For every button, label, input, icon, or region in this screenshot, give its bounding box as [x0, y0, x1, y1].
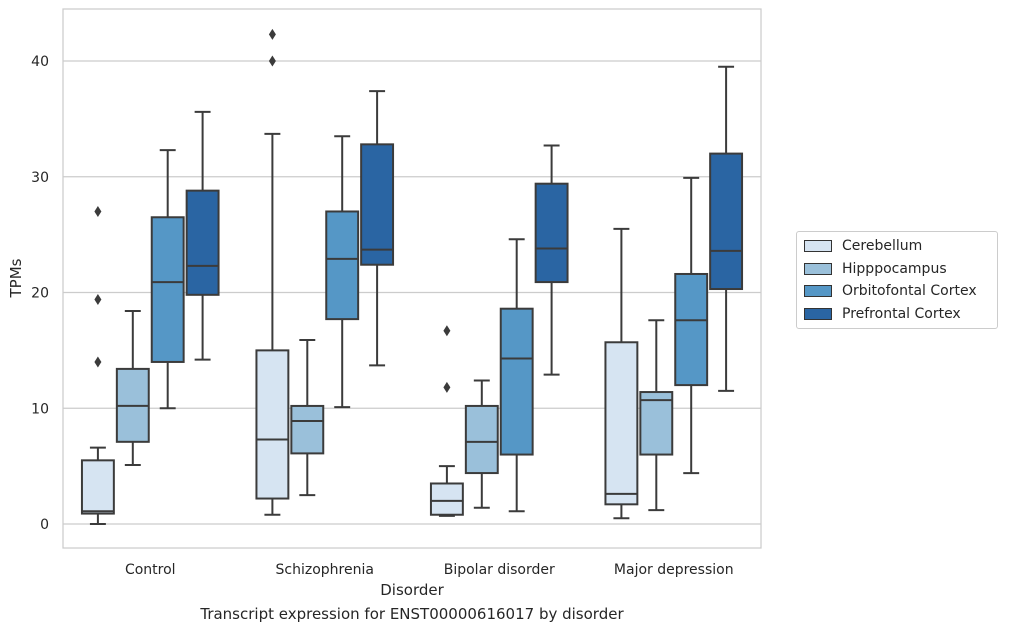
box-prefrontal-cortex-2: [534, 144, 569, 376]
box-iqr: [674, 272, 709, 387]
box-orbitofontal-cortex-0: [150, 149, 185, 410]
box-hipppocampus-3: [639, 319, 674, 512]
x-axis-label: Disorder: [380, 581, 444, 599]
box-iqr: [255, 349, 290, 500]
box-hipppocampus-0: [115, 310, 150, 466]
box-orbitofontal-cortex-2: [499, 238, 534, 513]
y-tick-label: 30: [31, 170, 49, 186]
legend: Cerebellum Hipppocampus Orbitofontal Corte…: [796, 231, 998, 329]
outlier-point: [443, 381, 451, 393]
box-iqr: [290, 404, 325, 455]
box-iqr: [185, 189, 220, 296]
y-tick-label: 40: [31, 54, 49, 70]
legend-label: Prefrontal Cortex: [842, 305, 961, 322]
box-iqr: [80, 459, 115, 515]
box-iqr: [150, 216, 185, 363]
x-tick-label: Bipolar disorder: [444, 562, 555, 578]
plot-frame: [62, 8, 762, 549]
legend-item: Orbitofontal Cortex: [797, 280, 997, 303]
box-hipppocampus-2: [464, 379, 499, 509]
box-orbitofontal-cortex-3: [674, 176, 709, 475]
outlier-point: [443, 325, 451, 337]
legend-label: Cerebellum: [842, 238, 923, 255]
legend-item: Prefrontal Cortex: [797, 303, 997, 326]
y-axis-label: TPMs: [7, 258, 25, 298]
legend-item: Hipppocampus: [797, 258, 997, 281]
outlier-point: [268, 55, 276, 67]
box-prefrontal-cortex-1: [360, 90, 395, 367]
y-tick-label: 10: [31, 401, 49, 417]
outlier-point: [94, 293, 102, 305]
outlier-point: [268, 28, 276, 40]
box-iqr: [604, 341, 639, 506]
legend-swatch: [804, 240, 832, 253]
box-iqr: [639, 391, 674, 456]
y-tick-label: 20: [31, 286, 49, 302]
legend-label: Orbitofontal Cortex: [842, 283, 977, 300]
outlier-point: [94, 356, 102, 368]
chart-caption: Transcript expression for ENST0000061601…: [200, 605, 624, 623]
x-tick-label: Control: [125, 562, 176, 578]
x-tick-label: Schizophrenia: [276, 562, 374, 578]
box-iqr: [499, 307, 534, 456]
y-tick-label: 0: [40, 517, 49, 533]
box-cerebellum-1: [255, 28, 290, 516]
box-iqr: [534, 182, 569, 284]
y-tick-labels: 0 10 20 30 40: [31, 54, 49, 533]
box-cerebellum-3: [604, 227, 639, 520]
box-prefrontal-cortex-0: [185, 110, 220, 361]
box-layer: [80, 28, 744, 525]
x-tick-label: Major depression: [614, 562, 734, 578]
legend-swatch: [804, 285, 832, 298]
legend-swatch: [804, 262, 832, 275]
legend-label: Hipppocampus: [842, 260, 947, 277]
box-iqr: [464, 404, 499, 475]
legend-swatch: [804, 307, 832, 320]
x-tick-labels: Control Schizophrenia Bipolar disorder Majo…: [125, 562, 734, 578]
box-cerebellum-0: [80, 205, 115, 525]
box-iqr: [709, 152, 744, 291]
box-cerebellum-2: [429, 325, 464, 517]
outlier-point: [94, 205, 102, 217]
box-hipppocampus-1: [290, 338, 325, 497]
box-iqr: [429, 482, 464, 516]
box-iqr: [360, 143, 395, 266]
box-prefrontal-cortex-3: [709, 65, 744, 392]
box-orbitofontal-cortex-1: [325, 135, 360, 409]
box-iqr: [325, 210, 360, 321]
legend-item: Cerebellum: [797, 235, 997, 258]
